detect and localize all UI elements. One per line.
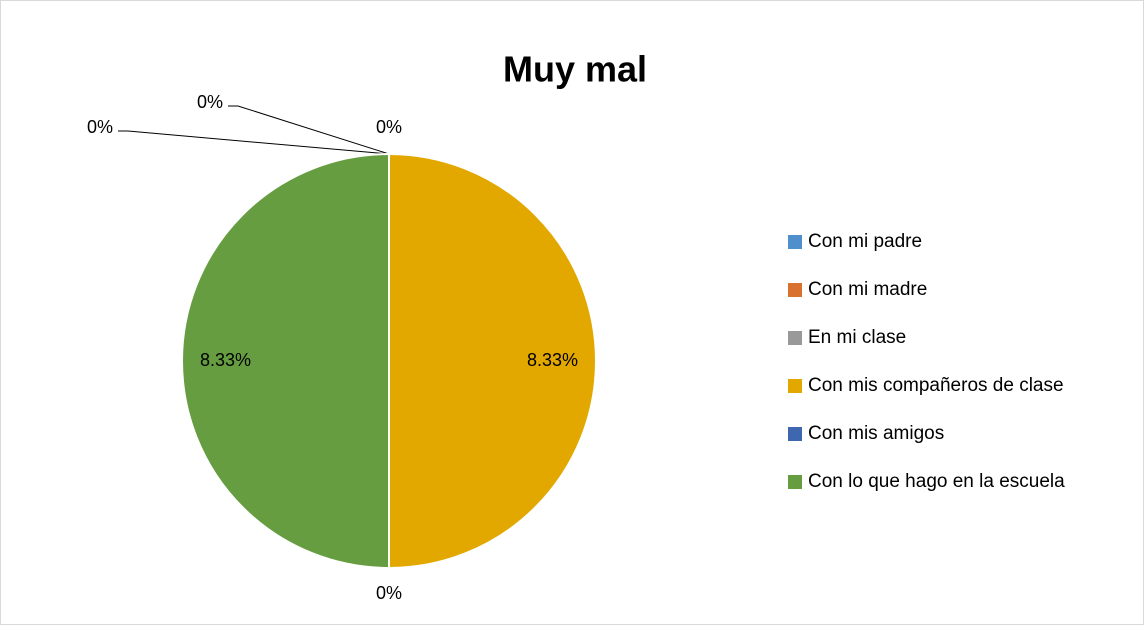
legend-label: Con mi padre — [808, 231, 922, 252]
legend-swatch — [788, 379, 802, 393]
legend-swatch — [788, 427, 802, 441]
legend-label: Con mi madre — [808, 279, 927, 300]
leader-line — [118, 130, 390, 155]
chart-title: Muy mal — [503, 49, 647, 90]
legend-label: En mi clase — [808, 327, 906, 348]
data-label: 8.33% — [527, 350, 578, 370]
leader-line — [228, 105, 390, 155]
data-label: 0% — [376, 583, 402, 603]
pie-slice — [181, 152, 390, 570]
legend-label: Con mis compañeros de clase — [808, 375, 1064, 396]
legend-swatch — [788, 283, 802, 297]
legend-swatch — [788, 475, 802, 489]
data-label: 8.33% — [200, 350, 251, 370]
legend-label: Con mis amigos — [808, 423, 944, 444]
data-label: 0% — [87, 117, 113, 137]
data-label: 0% — [376, 117, 402, 137]
data-label: 0% — [197, 92, 223, 112]
legend-swatch — [788, 235, 802, 249]
pie-slice — [388, 152, 597, 570]
legend-swatch — [788, 331, 802, 345]
legend-label: Con lo que hago en la escuela — [808, 471, 1065, 492]
